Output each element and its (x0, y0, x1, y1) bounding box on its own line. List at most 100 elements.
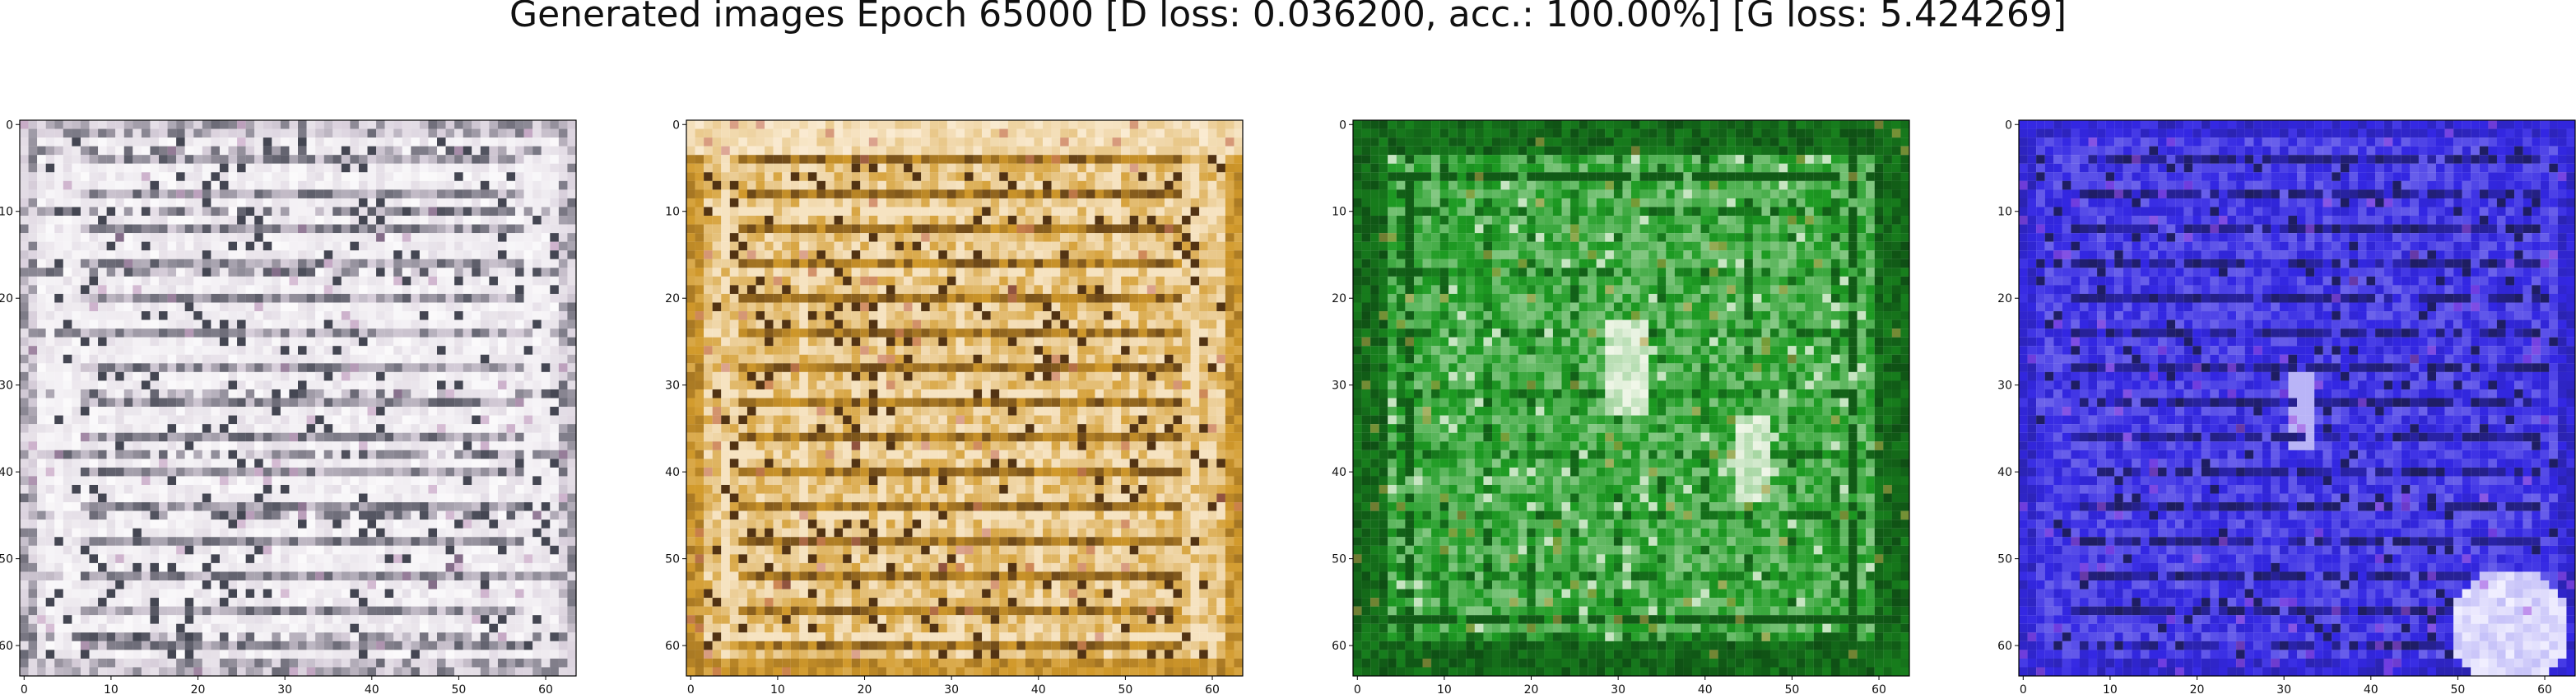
heatmap-cell (272, 155, 281, 164)
heatmap-cell (185, 250, 194, 259)
heatmap-cell (472, 294, 481, 303)
heatmap-cell (29, 537, 38, 546)
heatmap-cell (202, 172, 212, 181)
heatmap-cell (20, 667, 29, 676)
heatmap-cell (385, 563, 394, 572)
heatmap-cell (454, 147, 463, 156)
heatmap-cell (835, 172, 844, 181)
heatmap-cell (229, 529, 238, 538)
heatmap-cell (428, 407, 437, 416)
heatmap-cell (350, 129, 359, 138)
heatmap-cell (843, 189, 852, 198)
heatmap-cell (393, 589, 402, 599)
heatmap-cell (81, 537, 90, 546)
heatmap-cell (567, 563, 576, 572)
heatmap-cell (254, 355, 263, 364)
heatmap-cell (559, 580, 568, 589)
heatmap-cell (567, 250, 576, 259)
heatmap-cell (532, 302, 542, 311)
heatmap-cell (193, 554, 202, 563)
heatmap-cell (168, 398, 177, 408)
heatmap-cell (350, 277, 359, 286)
heatmap-cell (738, 189, 747, 198)
heatmap-cell (895, 207, 904, 216)
heatmap-cell (220, 667, 229, 676)
heatmap-cell (1069, 120, 1078, 129)
heatmap-cell (254, 511, 263, 520)
heatmap-cell (402, 259, 412, 268)
heatmap-cell (1225, 216, 1235, 225)
heatmap-cell (211, 485, 220, 494)
heatmap-cell (393, 372, 402, 381)
heatmap-cell (332, 485, 342, 494)
heatmap-cell (542, 624, 551, 633)
heatmap-cell (307, 589, 316, 599)
heatmap-cell (263, 494, 272, 503)
heatmap-cell (489, 207, 498, 216)
heatmap-cell (72, 407, 81, 416)
heatmap-cell (263, 615, 272, 624)
heatmap-cell (437, 650, 446, 659)
heatmap-cell (324, 441, 333, 450)
heatmap-cell (1104, 181, 1113, 190)
heatmap-cell (168, 311, 177, 320)
heatmap-cell (420, 216, 429, 225)
heatmap-cell (115, 598, 124, 607)
heatmap-cell (315, 520, 324, 529)
heatmap-cell (202, 468, 212, 477)
heatmap-cell (376, 407, 385, 416)
heatmap-cell (472, 216, 481, 225)
heatmap-cell (428, 459, 437, 468)
heatmap-cell (46, 468, 55, 477)
heatmap-cell (263, 338, 272, 347)
heatmap-cell (246, 641, 255, 650)
heatmap-cell (393, 659, 402, 668)
heatmap-cell (695, 155, 704, 164)
heatmap-cell (1035, 207, 1044, 216)
heatmap-cell (446, 476, 455, 485)
heatmap-cell (368, 502, 377, 511)
heatmap-cell (542, 172, 551, 181)
heatmap-cell (20, 632, 29, 641)
heatmap-cell (254, 338, 263, 347)
heatmap-cell (124, 233, 133, 242)
heatmap-cell (29, 571, 38, 580)
heatmap-cell (29, 416, 38, 425)
heatmap-cell (816, 155, 825, 164)
heatmap-cell (220, 580, 229, 589)
heatmap-cell (835, 164, 844, 173)
heatmap-cell (281, 338, 290, 347)
heatmap-cell (142, 494, 151, 503)
heatmap-cell (695, 207, 704, 216)
heatmap-cell (481, 476, 490, 485)
heatmap-cell (730, 120, 739, 129)
heatmap-cell (246, 398, 255, 408)
heatmap-cell (342, 607, 351, 616)
heatmap-cell (90, 155, 99, 164)
heatmap-cell (542, 147, 551, 156)
heatmap-cell (1060, 147, 1069, 156)
heatmap-cell (1043, 172, 1052, 181)
heatmap-cell (428, 598, 437, 607)
heatmap-cell (211, 398, 220, 408)
heatmap-cell (324, 450, 333, 459)
heatmap-cell (211, 433, 220, 442)
heatmap-cell (454, 563, 463, 572)
heatmap-cell (159, 529, 168, 538)
heatmap-cell (289, 615, 298, 624)
heatmap-cell (489, 546, 498, 555)
heatmap-cell (1165, 137, 1174, 147)
heatmap-cell (515, 615, 524, 624)
heatmap-cell (472, 181, 481, 190)
heatmap-cell (385, 207, 394, 216)
heatmap-cell (332, 659, 342, 668)
heatmap-cell (159, 459, 168, 468)
heatmap-cell (965, 164, 974, 173)
heatmap-cell (332, 494, 342, 503)
heatmap-cell (481, 546, 490, 555)
heatmap-cell (220, 137, 229, 147)
heatmap-cell (289, 650, 298, 659)
heatmap-cell (411, 494, 420, 503)
heatmap-cell (263, 589, 272, 599)
heatmap-cell (481, 189, 490, 198)
